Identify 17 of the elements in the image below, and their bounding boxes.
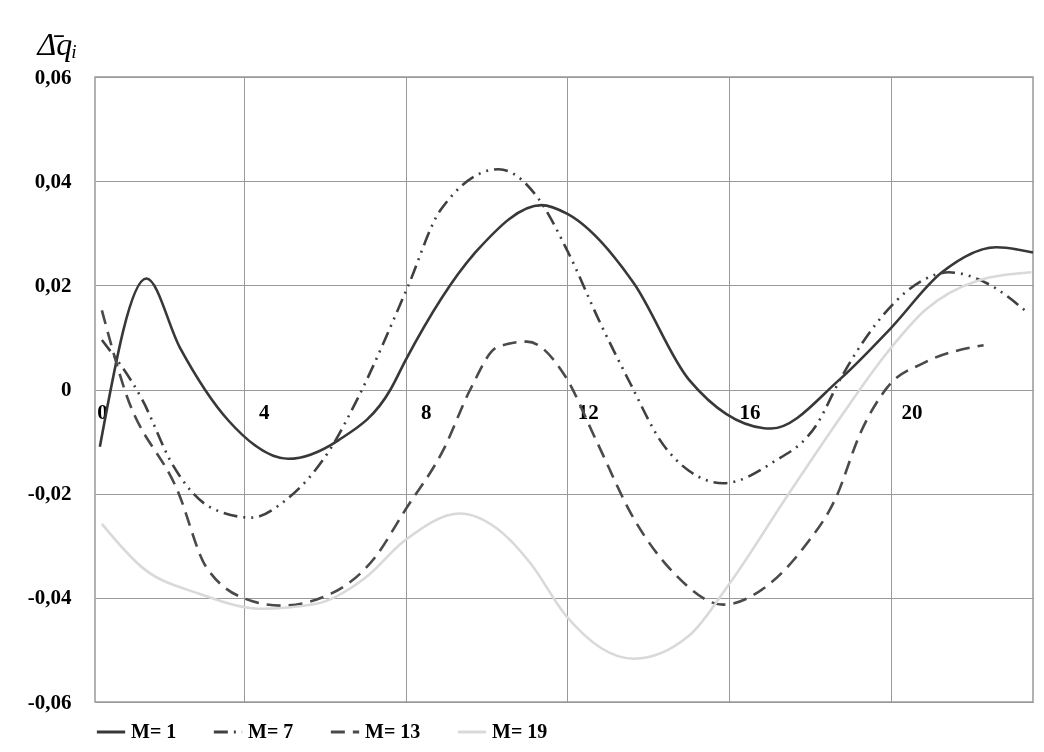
y-tick-label: 0,04 xyxy=(34,168,72,193)
legend-label: M= 19 xyxy=(492,720,548,742)
y-tick-label: 0,06 xyxy=(34,64,72,89)
y-tick-label: 0,02 xyxy=(34,272,72,297)
line-series xyxy=(100,271,1033,661)
legend-label: M= 13 xyxy=(365,720,421,742)
legend-label: M= 7 xyxy=(248,720,294,742)
x-tick-label: 16 xyxy=(739,400,761,424)
y-axis-title: Δ̄qᵢ xyxy=(35,25,78,62)
x-tick-label: 8 xyxy=(421,400,432,424)
legend-label: M= 1 xyxy=(131,720,177,742)
x-tick-label: 4 xyxy=(259,400,271,424)
y-tick-label: -0,06 xyxy=(27,689,72,714)
y-tick-label: 0 xyxy=(61,377,72,401)
x-tick-label: 20 xyxy=(901,400,923,424)
y-tick-label: -0,02 xyxy=(27,481,72,506)
y-tick-label: -0,04 xyxy=(27,585,72,610)
